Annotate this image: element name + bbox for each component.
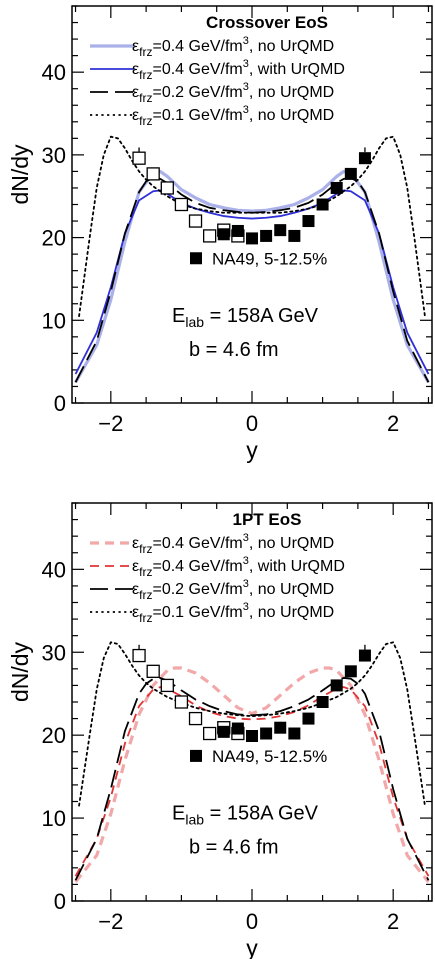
open-marker [174, 197, 189, 212]
y-tick-label: 10 [42, 308, 66, 333]
open-marker [188, 711, 203, 726]
filled-marker [344, 167, 357, 180]
annotation-energy: Elab = 158A GeV [172, 305, 319, 330]
x-tick-label: 2 [387, 411, 399, 436]
filled-marker [260, 229, 273, 242]
open-marker [146, 664, 160, 678]
curves [74, 641, 430, 883]
open-marker [132, 151, 146, 165]
y-tick-label: 30 [42, 143, 66, 168]
y-axis-title: dN/dy [7, 641, 33, 702]
x-tick-label: 0 [246, 909, 258, 934]
open-marker [174, 695, 189, 709]
series-line-2 [74, 189, 430, 375]
filled-marker [231, 224, 244, 237]
x-axis-title: y [246, 437, 258, 463]
legend-entry-4: εfrz=0.1 GeV/fm3, no UrQMD [132, 104, 334, 128]
filled-marker [358, 649, 371, 662]
series-line-1 [74, 666, 430, 883]
x-tick-label: −2 [98, 909, 123, 934]
filled-marker [316, 696, 329, 708]
filled-marker [246, 729, 258, 742]
filled-marker [217, 228, 230, 241]
series-line-4 [78, 641, 426, 807]
filled-marker [274, 224, 287, 237]
y-tick-label: 20 [42, 226, 66, 251]
y-tick-label: 20 [42, 723, 66, 748]
y-axis-title: dN/dy [7, 144, 33, 205]
y-tick-label: 0 [54, 889, 66, 914]
y-tick-label: 0 [54, 391, 66, 416]
legend-marker-label: NA49, 5-12.5% [212, 747, 327, 766]
open-marker [132, 648, 146, 663]
x-axis-title: y [246, 935, 258, 959]
open-marker [160, 181, 174, 195]
legend-entry-3: εfrz=0.2 GeV/fm3, no UrQMD [132, 81, 334, 105]
annotation-impact: b = 4.6 fm [189, 339, 279, 361]
filled-marker [260, 727, 273, 740]
filled-marker [330, 679, 343, 692]
curves [74, 135, 430, 384]
y-tick-label: 40 [42, 60, 66, 85]
filled-marker [288, 229, 301, 242]
y-tick-label: 10 [42, 806, 66, 831]
x-tick-label: −2 [98, 411, 123, 436]
legend-entry-2: εfrz=0.4 GeV/fm3, with UrQMD [132, 58, 345, 82]
filled-marker [288, 727, 301, 740]
annotation-impact: b = 4.6 fm [189, 837, 279, 859]
filled-marker [316, 198, 329, 211]
y-tick-label: 40 [42, 557, 66, 582]
legend-entry-1: εfrz=0.4 GeV/fm3, no UrQMD [132, 35, 334, 59]
x-tick-label: 0 [246, 411, 258, 436]
legend-entry-4: εfrz=0.1 GeV/fm3, no UrQMD [132, 601, 334, 625]
open-marker [202, 229, 217, 243]
legend-entry-1: εfrz=0.4 GeV/fm3, no UrQMD [132, 532, 334, 556]
filled-marker [274, 721, 287, 734]
chart-panel-2: 0 10 20 30 40 −2 0 2 y dN/dy 1PT EoS εfrz=0.4 GeV/f… [7, 502, 433, 959]
y-tick-label: 30 [42, 640, 66, 665]
panel-title: Crossover EoS [206, 13, 328, 32]
legend-marker-label: NA49, 5-12.5% [212, 249, 327, 268]
filled-marker [330, 181, 343, 194]
filled-marker [217, 725, 230, 738]
legend-entry-3: εfrz=0.2 GeV/fm3, no UrQMD [132, 578, 334, 602]
filled-marker [358, 152, 371, 165]
annotation-energy: Elab = 158A GeV [172, 803, 319, 828]
series-line-4 [78, 135, 426, 318]
filled-marker [246, 232, 258, 245]
open-marker [202, 726, 217, 741]
filled-marker [302, 215, 315, 228]
legend-marker [190, 749, 202, 762]
series-line-3 [74, 677, 430, 881]
chart-panel-1: 0 10 20 30 40 −2 0 2 y dN/dy Crossover EoS εfrz=0.4… [7, 5, 433, 463]
open-marker [188, 214, 203, 228]
open-marker [146, 167, 160, 181]
x-tick-label: 2 [387, 909, 399, 934]
legend-entry-2: εfrz=0.4 GeV/fm3, with UrQMD [132, 555, 345, 579]
legend-marker [190, 252, 202, 265]
filled-marker [344, 665, 357, 678]
open-marker [160, 678, 174, 693]
panel-title: 1PT EoS [233, 510, 302, 529]
filled-marker [302, 712, 315, 725]
filled-marker [231, 722, 244, 735]
